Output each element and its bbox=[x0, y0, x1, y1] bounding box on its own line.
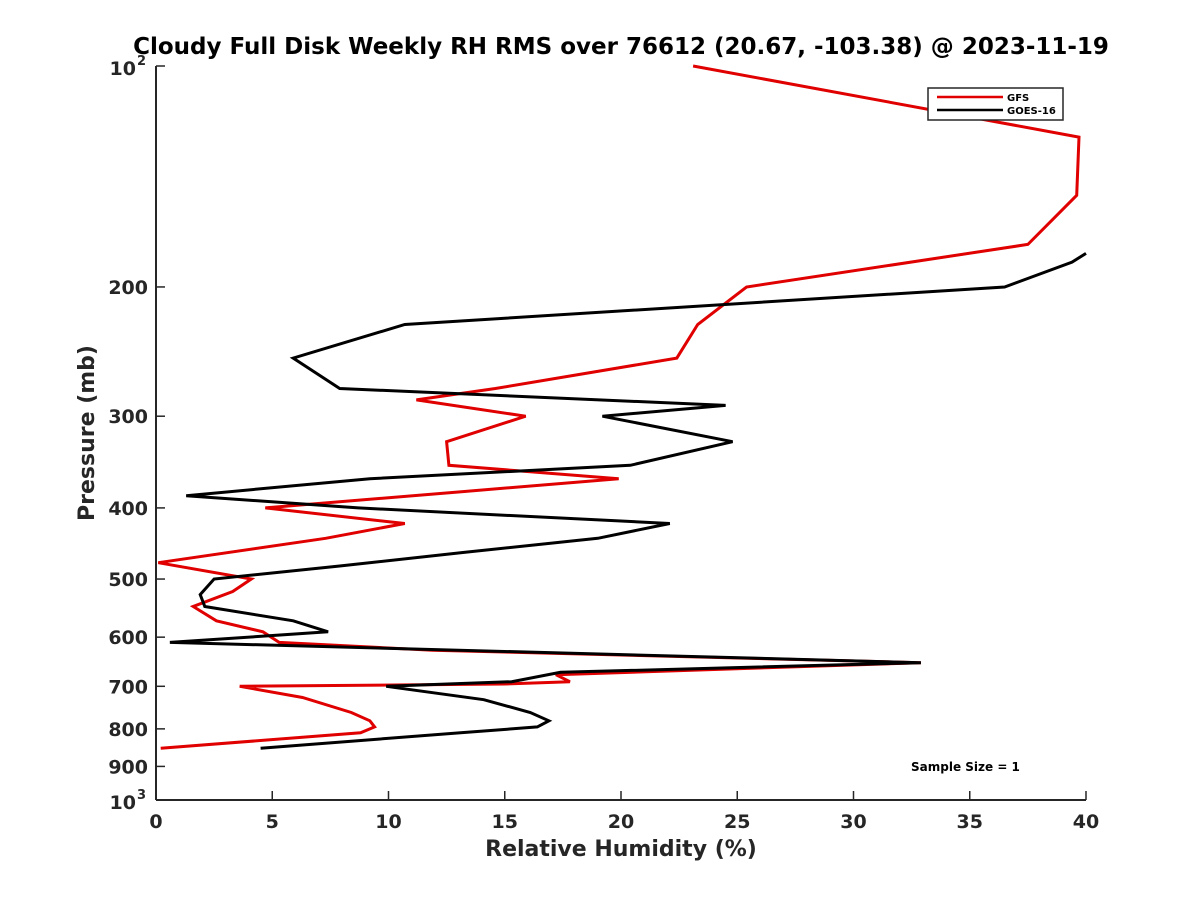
x-tick-label: 0 bbox=[149, 811, 162, 833]
x-tick-label: 15 bbox=[492, 811, 518, 833]
x-tick-label: 10 bbox=[375, 811, 401, 833]
y-tick-label: 300 bbox=[108, 406, 148, 428]
series-line-goes16 bbox=[169, 252, 1087, 750]
x-tick-label: 35 bbox=[957, 811, 983, 833]
x-ticks: 0 5 10 15 20 25 30 35 40 bbox=[149, 791, 1099, 833]
legend-label-gfs: GFS bbox=[1007, 93, 1029, 104]
x-tick-label: 30 bbox=[840, 811, 866, 833]
y-tick-label: 10 bbox=[110, 58, 136, 80]
y-tick-label: 600 bbox=[108, 627, 148, 649]
axes-frame bbox=[155, 66, 1086, 801]
y-tick-label: 500 bbox=[108, 569, 148, 591]
sample-size-annotation: Sample Size = 1 bbox=[911, 760, 1020, 774]
legend-label-goes16: GOES-16 bbox=[1007, 106, 1056, 117]
y-tick-label: 10 bbox=[110, 792, 136, 814]
series-line-gfs bbox=[158, 64, 1081, 750]
y-axis-label: Pressure (mb) bbox=[75, 345, 100, 521]
y-tick-label: 900 bbox=[108, 756, 148, 778]
y-tick-label: 400 bbox=[108, 498, 148, 520]
y-tick-exponent: 2 bbox=[137, 54, 146, 69]
series-layer bbox=[158, 64, 1087, 750]
y-tick-exponent: 3 bbox=[137, 788, 146, 803]
legend: GFS GOES-16 bbox=[927, 87, 1064, 121]
y-tick-label: 700 bbox=[108, 676, 148, 698]
x-tick-label: 20 bbox=[608, 811, 634, 833]
x-tick-label: 40 bbox=[1073, 811, 1099, 833]
x-axis-label: Relative Humidity (%) bbox=[485, 837, 757, 862]
y-tick-label: 200 bbox=[108, 277, 148, 299]
x-tick-label: 25 bbox=[724, 811, 750, 833]
y-tick-label: 800 bbox=[108, 719, 148, 741]
legend-box bbox=[927, 87, 1064, 121]
chart-title: Cloudy Full Disk Weekly RH RMS over 7661… bbox=[133, 34, 1109, 60]
x-tick-label: 5 bbox=[266, 811, 279, 833]
